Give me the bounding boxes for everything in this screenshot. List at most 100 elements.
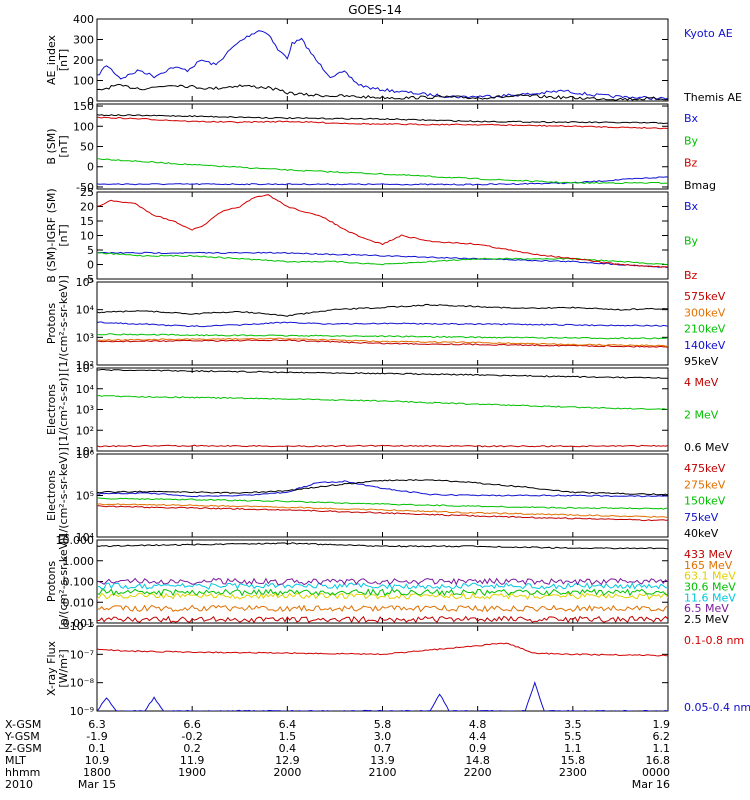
y-axis-label: AE_index xyxy=(45,34,58,85)
panel-frame xyxy=(96,625,669,712)
panel-frame xyxy=(96,191,669,280)
series-line-0-6-mev xyxy=(97,369,668,379)
y-tick-label: 100 xyxy=(73,120,94,133)
y-tick-label: 10³ xyxy=(76,331,94,344)
series-line-0-1-0-8-nm xyxy=(97,642,668,657)
ephemeris-value: 1.9 xyxy=(653,718,671,731)
ephemeris-value: 0.1 xyxy=(88,742,106,755)
series-line-150kev xyxy=(97,497,668,510)
y-tick-label: 10⁴ xyxy=(76,383,95,396)
ephemeris-row-label: X-GSM xyxy=(5,718,41,731)
legend-entry: 40keV xyxy=(684,527,719,540)
ephemeris-value: 1800 xyxy=(83,766,111,779)
y-axis-label: [1/(cm²-s-sr-keV)] xyxy=(57,275,70,372)
ephemeris-value: 6.4 xyxy=(279,718,297,731)
panel-frame xyxy=(96,367,669,452)
y-tick-label: 0.001 xyxy=(63,617,95,630)
y-tick-label: 5 xyxy=(87,244,94,257)
y-tick-label: 10⁻⁹ xyxy=(70,705,94,718)
ephemeris-value: 2100 xyxy=(369,766,397,779)
series-line-575kev xyxy=(97,339,668,348)
y-tick-label: 25 xyxy=(80,186,94,199)
legend-entry: 4 MeV xyxy=(684,376,719,389)
legend-entry: 300keV xyxy=(684,306,726,319)
legend-entry: Bz xyxy=(684,157,698,170)
y-tick-label: 0.010 xyxy=(63,596,95,609)
ephemeris-value: 4.4 xyxy=(469,730,487,743)
legend-entry: 433 MeV xyxy=(684,548,733,561)
y-tick-label: 10¹ xyxy=(76,445,94,458)
legend-entry: 63.1 MeV xyxy=(684,570,736,583)
ephemeris-value: Mar 15 xyxy=(78,778,116,791)
ephemeris-row-label: Y-GSM xyxy=(4,730,40,743)
y-tick-label: 10² xyxy=(76,359,94,372)
ephemeris-value: 5.5 xyxy=(564,730,582,743)
panel-frame xyxy=(96,18,669,102)
y-axis-label: B (SM)-IGRF (SM) xyxy=(45,188,58,282)
ephemeris-value: 6.3 xyxy=(88,718,106,731)
y-tick-label: 10⁶ xyxy=(76,448,95,461)
y-tick-label: 10² xyxy=(76,424,94,437)
legend-entry: Bz xyxy=(684,269,698,282)
legend-entry: 2 MeV xyxy=(684,409,719,422)
legend-entry: 30.6 MeV xyxy=(684,581,736,594)
y-tick-label: 0 xyxy=(87,259,94,272)
ephemeris-value: 1.1 xyxy=(653,742,671,755)
series-line-by xyxy=(97,252,668,266)
y-axis-label: [nT] xyxy=(57,135,70,157)
ephemeris-value: 2000 xyxy=(273,766,301,779)
ephemeris-value: Mar 16 xyxy=(632,778,670,791)
legend-entry: Kyoto AE xyxy=(684,27,733,40)
series-line-2-5-mev xyxy=(97,542,668,550)
series-line-0-05-0-4-nm xyxy=(97,680,668,711)
ephemeris-value: 4.8 xyxy=(469,718,487,731)
legend-entry: By xyxy=(684,134,699,147)
ephemeris-row-label: Z-GSM xyxy=(5,742,42,755)
panel-b_sm: -50 0 50 100 150 B (SM) [nT] Bx By Bz Bmag xyxy=(45,100,716,194)
y-axis-label: [nT] xyxy=(57,49,70,71)
series-line-30-6-mev xyxy=(97,588,668,597)
series-line-433-mev xyxy=(97,615,668,623)
figure-title: GOES-14 xyxy=(348,3,402,17)
series-line-bx xyxy=(97,176,668,186)
series-line-275kev xyxy=(97,503,668,519)
ephemeris-row-label: hhmm xyxy=(5,766,40,779)
series-line-bx xyxy=(97,251,668,269)
series-line-11-6-mev xyxy=(97,582,668,590)
legend-entry: Bx xyxy=(684,200,699,213)
y-tick-label: 50 xyxy=(80,141,94,154)
series-line-by xyxy=(97,158,668,185)
y-axis-label: Protons xyxy=(45,303,58,344)
legend-entry: 11.6 MeV xyxy=(684,591,736,604)
y-tick-label: 150 xyxy=(73,100,94,113)
ephemeris-value: 10.9 xyxy=(85,754,110,767)
legend-entry: 165 MeV xyxy=(684,559,733,572)
y-axis-label: [nT] xyxy=(57,224,70,246)
y-tick-label: 10⁵ xyxy=(76,276,94,289)
series-line-themis-ae xyxy=(97,83,668,101)
ephemeris-value: -0.2 xyxy=(181,730,202,743)
series-line-75kev xyxy=(97,480,668,498)
ephemeris-value: 11.9 xyxy=(180,754,205,767)
ephemeris-value: 13.9 xyxy=(370,754,395,767)
y-tick-label: -50 xyxy=(76,181,94,194)
ephemeris-value: 0.9 xyxy=(469,742,487,755)
series-line-165-mev xyxy=(97,604,668,613)
ephemeris-value: 0000 xyxy=(642,766,670,779)
ephemeris-value: 15.8 xyxy=(561,754,586,767)
y-tick-label: 10⁻⁷ xyxy=(70,648,94,661)
ephemeris-row-label: 2010 xyxy=(5,778,33,791)
legend-entry: Themis AE xyxy=(683,91,742,104)
legend-entry: 140keV xyxy=(684,339,726,352)
y-axis-label: X-ray Flux xyxy=(45,640,58,696)
y-tick-label: 10⁵ xyxy=(76,362,94,375)
ephemeris-value: -1.9 xyxy=(86,730,107,743)
legend-entry: Bmag xyxy=(684,179,716,192)
ephemeris-value: 0.7 xyxy=(374,742,392,755)
ephemeris-value: 14.8 xyxy=(465,754,490,767)
ephemeris-row-label: MLT xyxy=(5,754,26,767)
y-axis-label: [W/m²] xyxy=(57,649,70,687)
panel-ae: 0 100 200 300 400 AE_index [nT] Kyoto AE Themis … xyxy=(45,13,742,108)
